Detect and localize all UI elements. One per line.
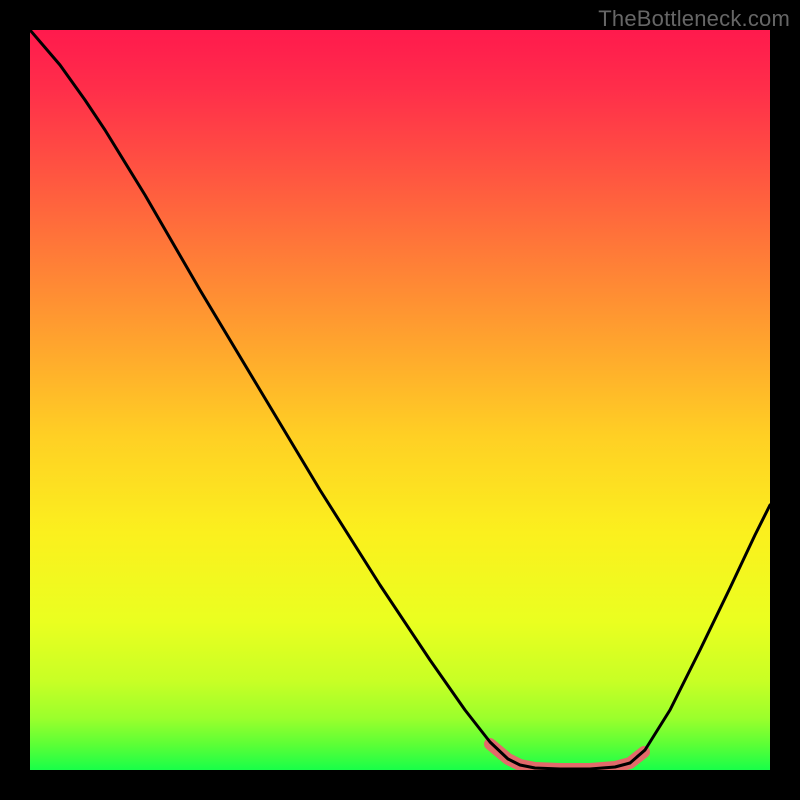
- bottleneck-chart: [30, 30, 770, 770]
- watermark-text: TheBottleneck.com: [598, 6, 790, 32]
- chart-background: [30, 30, 770, 770]
- chart-svg: [30, 30, 770, 770]
